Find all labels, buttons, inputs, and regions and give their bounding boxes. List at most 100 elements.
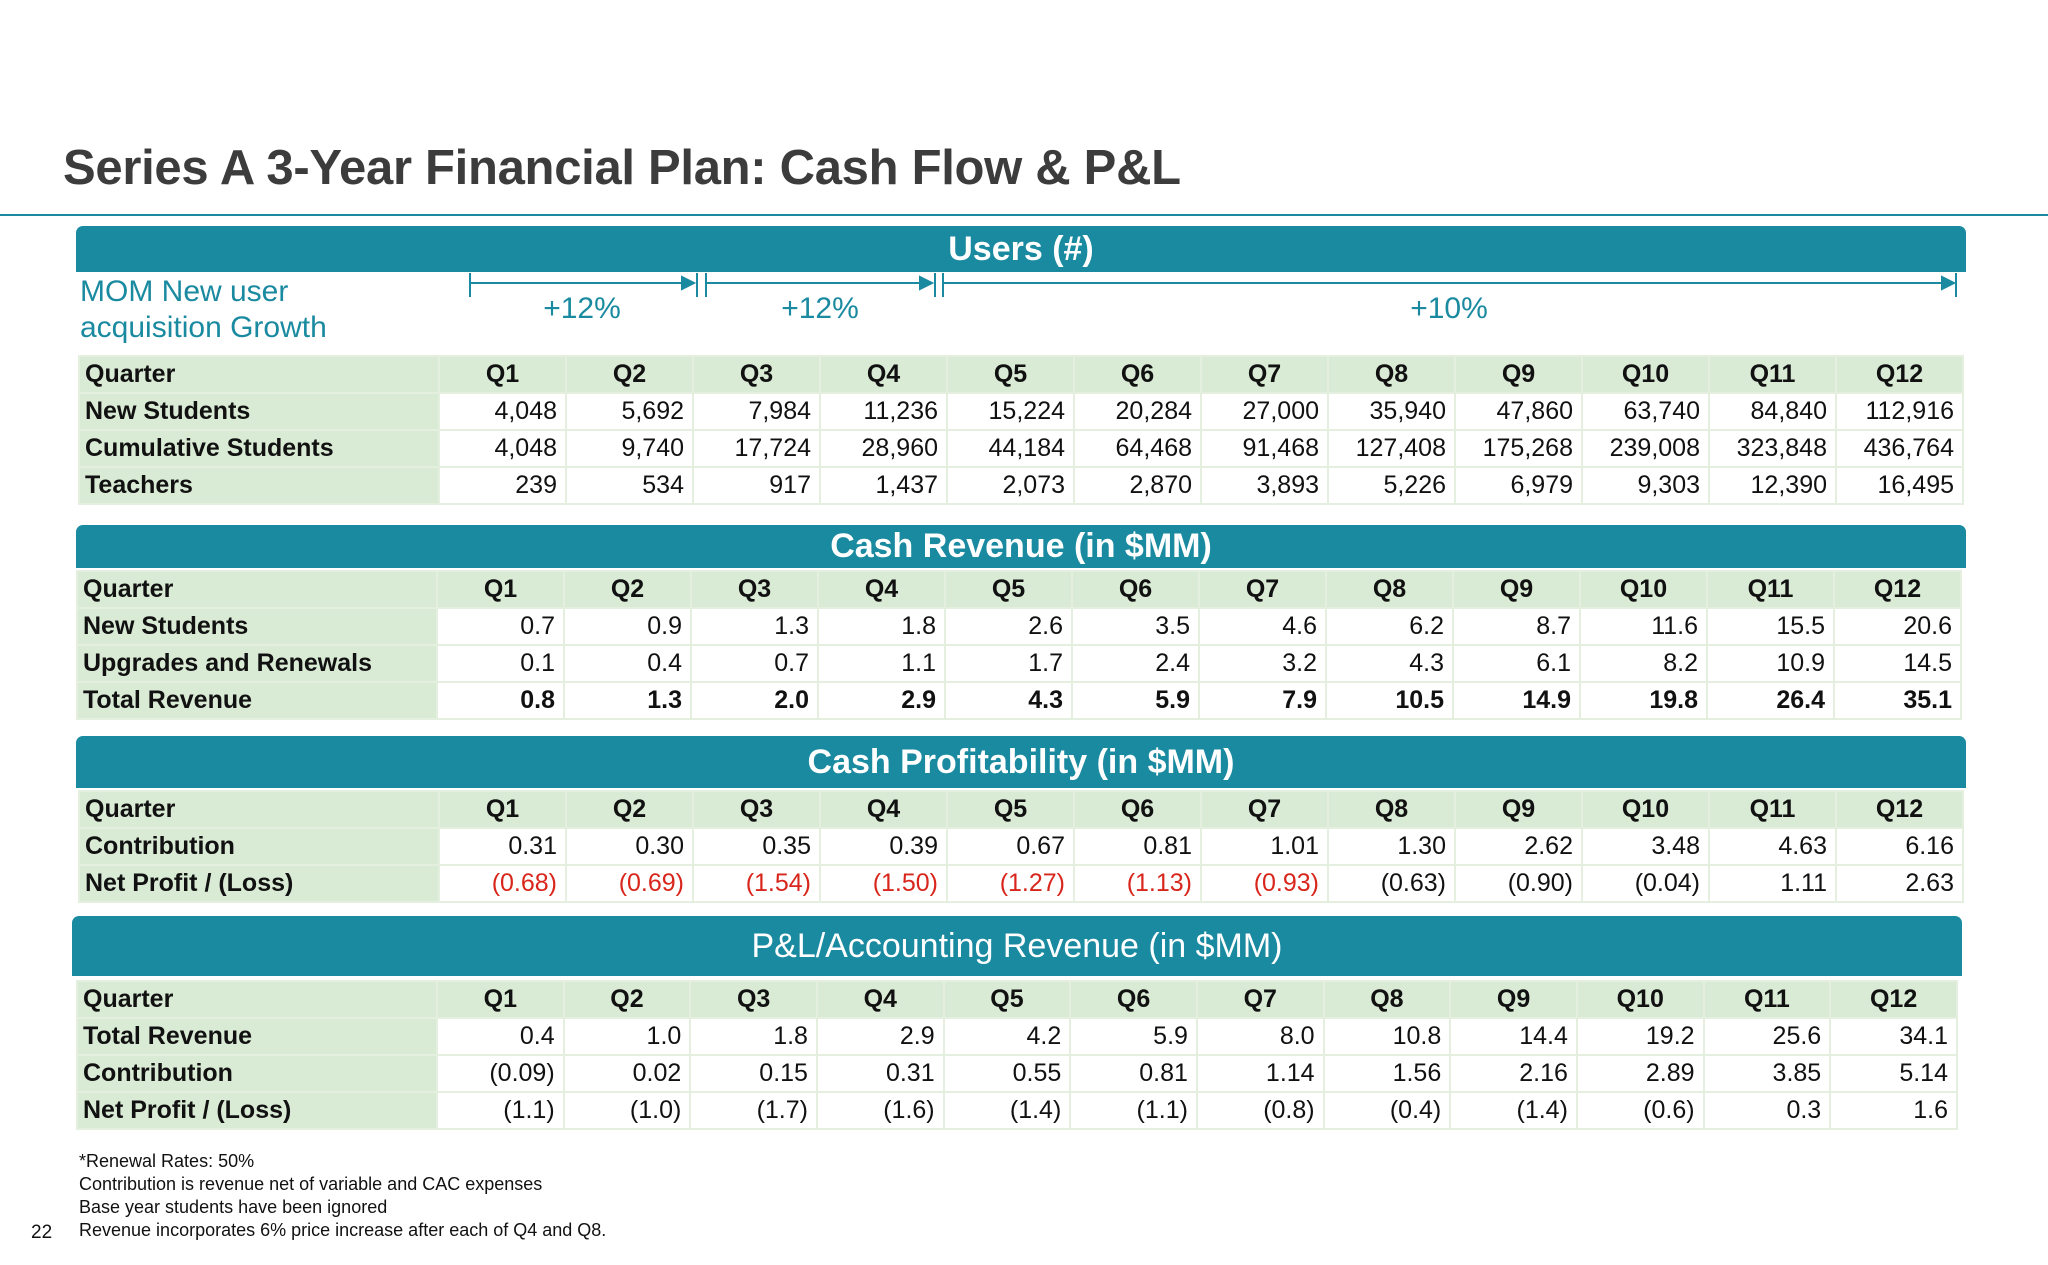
value-cell: 7.9: [1198, 681, 1327, 720]
header-cell-q3: Q3: [692, 790, 821, 829]
value-cell: 0.02: [562, 1054, 692, 1093]
header-cell-q1: Q1: [436, 980, 565, 1019]
value-cell: 10.5: [1325, 681, 1454, 720]
value-cell: 5,226: [1327, 466, 1456, 505]
value-cell: 0.55: [942, 1054, 1072, 1093]
header-cell-q3: Q3: [689, 980, 818, 1019]
growth-pct-3: +10%: [1410, 292, 1488, 325]
header-cell-q3: Q3: [692, 355, 821, 394]
value-cell: (0.04): [1581, 864, 1710, 903]
header-cell-q2: Q2: [565, 790, 694, 829]
value-cell: 0.7: [690, 644, 819, 683]
row-label: Total Revenue: [76, 1017, 438, 1056]
value-cell: 20,284: [1073, 392, 1202, 431]
value-cell: 5.9: [1069, 1017, 1198, 1056]
value-cell: 127,408: [1327, 429, 1456, 468]
header-cell-q10: Q10: [1581, 790, 1710, 829]
value-cell: 0.35: [692, 827, 821, 866]
header-cell-q4: Q4: [819, 790, 948, 829]
value-cell: (1.50): [819, 864, 948, 903]
header-cell-q4: Q4: [819, 355, 948, 394]
table-row: Upgrades and Renewals 0.1 0.4 0.7 1.1 1.7 2.4 3…: [76, 644, 1962, 683]
value-cell: 1.6: [1829, 1091, 1958, 1130]
table-row: Total Revenue 0.4 1.0 1.8 2.9 4.2 5.9 8.0 10.8 14…: [76, 1017, 1958, 1056]
header-cell-quarter: Quarter: [76, 570, 438, 609]
value-cell: (0.63): [1327, 864, 1456, 903]
value-cell: 436,764: [1835, 429, 1964, 468]
value-cell: 4.2: [942, 1017, 1072, 1056]
value-cell: (0.90): [1454, 864, 1583, 903]
value-cell: 5.9: [1071, 681, 1200, 720]
footnote: Revenue incorporates 6% price increase a…: [79, 1220, 607, 1240]
value-cell: 8.7: [1452, 607, 1581, 646]
value-cell: 239: [438, 466, 567, 505]
value-cell: 0.3: [1702, 1091, 1832, 1130]
row-label: Contribution: [76, 1054, 438, 1093]
value-cell: 1.11: [1708, 864, 1837, 903]
value-cell: 91,468: [1200, 429, 1329, 468]
header-cell-q8: Q8: [1322, 980, 1452, 1019]
growth-pct-2: +12%: [781, 292, 859, 325]
header-cell-q6: Q6: [1073, 790, 1202, 829]
header-cell-q2: Q2: [565, 355, 694, 394]
value-cell: 0.8: [436, 681, 565, 720]
footnote: Base year students have been ignored: [79, 1197, 388, 1217]
value-cell: (0.8): [1195, 1091, 1325, 1130]
footnotes: *Renewal Rates: 50% Contribution is reve…: [79, 1150, 606, 1242]
value-cell: 35.1: [1833, 681, 1962, 720]
header-cell-q9: Q9: [1454, 355, 1583, 394]
value-cell: 1.7: [944, 644, 1073, 683]
value-cell: 0.4: [436, 1017, 565, 1056]
header-cell-q1: Q1: [438, 790, 567, 829]
header-cell-q5: Q5: [944, 570, 1073, 609]
footnote: *Renewal Rates: 50%: [79, 1151, 255, 1171]
table-header-row: Quarter Q1 Q2 Q3 Q4 Q5 Q6 Q7 Q8 Q9 Q10 Q11 Q12: [76, 980, 1958, 1019]
header-cell-q12: Q12: [1833, 570, 1962, 609]
value-cell: 12,390: [1708, 466, 1837, 505]
header-cell-quarter: Quarter: [78, 355, 440, 394]
value-cell: (0.69): [565, 864, 694, 903]
row-label: Net Profit / (Loss): [76, 1091, 438, 1130]
value-cell: 323,848: [1708, 429, 1837, 468]
row-label: Net Profit / (Loss): [78, 864, 440, 903]
title-divider: [0, 214, 2048, 216]
value-cell: 0.1: [436, 644, 565, 683]
value-cell: 3.85: [1702, 1054, 1832, 1093]
value-cell: 14.9: [1452, 681, 1581, 720]
value-cell: 6.1: [1452, 644, 1581, 683]
value-cell: 2,073: [946, 466, 1075, 505]
value-cell: 2.16: [1449, 1054, 1578, 1093]
header-cell-q10: Q10: [1581, 355, 1710, 394]
value-cell: 47,860: [1454, 392, 1583, 431]
value-cell: (1.7): [689, 1091, 818, 1130]
value-cell: 1.30: [1327, 827, 1456, 866]
value-cell: 4.3: [944, 681, 1073, 720]
growth-arrows: [469, 273, 1957, 297]
value-cell: 0.9: [563, 607, 692, 646]
value-cell: 1.8: [689, 1017, 818, 1056]
table-row: Net Profit / (Loss) (1.1) (1.0) (1.7) (1.6)(…: [76, 1091, 1958, 1130]
value-cell: 1.0: [562, 1017, 692, 1056]
value-cell: 1.1: [817, 644, 946, 683]
footnote: Contribution is revenue net of variable …: [79, 1174, 543, 1194]
value-cell: 2.6: [944, 607, 1073, 646]
value-cell: (0.4): [1322, 1091, 1452, 1130]
value-cell: 14.4: [1449, 1017, 1578, 1056]
header-cell-q9: Q9: [1452, 570, 1581, 609]
value-cell: 10.9: [1706, 644, 1835, 683]
row-label: Total Revenue: [76, 681, 438, 720]
users-banner: Users (#): [76, 226, 1966, 272]
header-cell-q8: Q8: [1327, 790, 1456, 829]
header-cell-q3: Q3: [690, 570, 819, 609]
value-cell: 4,048: [438, 429, 567, 468]
value-cell: (1.1): [436, 1091, 565, 1130]
header-cell-q6: Q6: [1071, 570, 1200, 609]
value-cell: 4.3: [1325, 644, 1454, 683]
value-cell: 28,960: [819, 429, 948, 468]
header-cell-q7: Q7: [1198, 570, 1327, 609]
value-cell: 0.81: [1069, 1054, 1198, 1093]
header-cell-q6: Q6: [1073, 355, 1202, 394]
header-cell-q5: Q5: [946, 355, 1075, 394]
header-cell-q11: Q11: [1708, 790, 1837, 829]
growth-label-line2: acquisition Growth: [80, 311, 327, 344]
